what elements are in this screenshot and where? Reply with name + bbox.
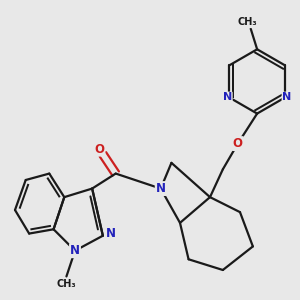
- Text: O: O: [94, 142, 104, 156]
- Text: N: N: [70, 244, 80, 257]
- Text: N: N: [283, 92, 292, 103]
- Text: N: N: [106, 227, 116, 240]
- Text: N: N: [223, 92, 232, 103]
- Text: CH₃: CH₃: [57, 279, 76, 289]
- Text: O: O: [233, 137, 243, 150]
- Text: CH₃: CH₃: [238, 17, 257, 27]
- Text: N: N: [156, 182, 166, 195]
